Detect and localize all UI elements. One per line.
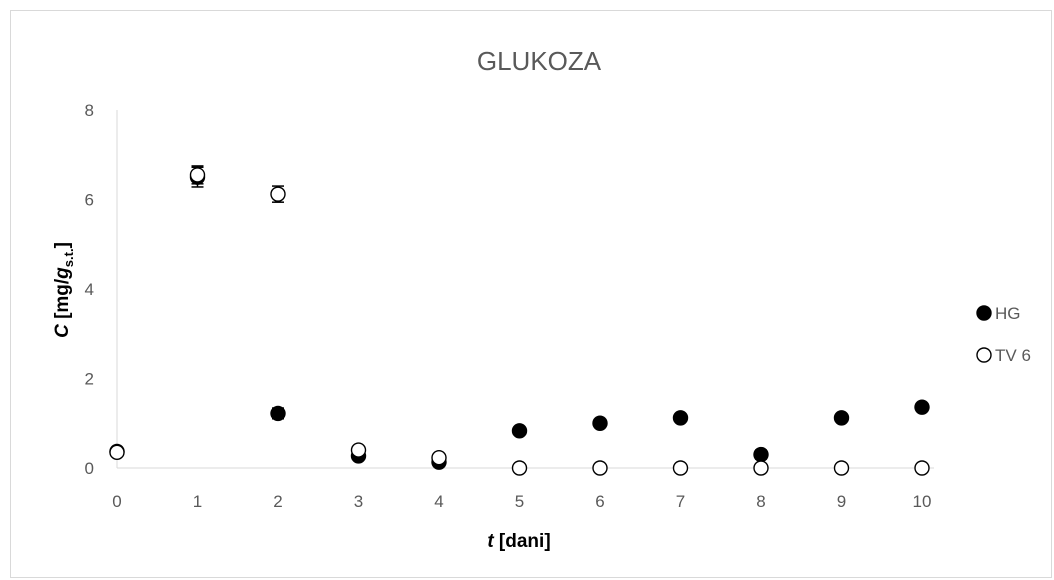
data-point-open — [431, 450, 447, 466]
x-tick-label: 7 — [676, 492, 685, 511]
data-points — [109, 165, 930, 476]
series-1 — [109, 166, 930, 470]
legend: HG TV 6 — [976, 304, 1031, 365]
data-point-filled — [833, 410, 850, 426]
data-point-filled — [753, 446, 769, 463]
x-tick-label: 10 — [913, 492, 932, 511]
x-axis-title-symbol: t — [487, 531, 494, 552]
legend-marker — [976, 305, 992, 321]
x-tick-label: 3 — [354, 492, 363, 511]
data-point-open — [109, 444, 125, 461]
y-axis-title-subscript: s.t. — [61, 248, 76, 267]
y-tick-label: 6 — [85, 191, 94, 210]
data-point-open — [270, 186, 286, 202]
data-point-filled — [270, 405, 286, 422]
legend-label: HG — [995, 304, 1021, 323]
y-axis-title-unit-close: ] — [52, 242, 73, 248]
legend-marker — [976, 347, 992, 363]
y-axis-title-unit-open: [mg/ — [52, 278, 73, 324]
data-point-filled — [914, 399, 930, 415]
legend-item: HG — [976, 304, 1021, 323]
x-tick-label: 6 — [595, 492, 604, 511]
data-point-filled — [592, 415, 608, 431]
data-point-open — [753, 460, 769, 476]
x-tick-label: 9 — [837, 492, 846, 511]
y-tick-label: 4 — [85, 280, 94, 299]
data-point-open — [592, 460, 608, 476]
chart-frame — [10, 10, 1052, 578]
data-point-filled — [511, 423, 528, 439]
data-point-open — [833, 460, 850, 476]
y-tick-labels: 0 2 4 6 8 — [85, 101, 94, 478]
x-tick-label: 8 — [756, 492, 765, 511]
legend-item: TV 6 — [976, 346, 1031, 365]
data-point-open — [350, 442, 367, 458]
y-tick-label: 8 — [85, 101, 94, 120]
y-tick-label: 2 — [85, 370, 94, 389]
x-tick-label: 2 — [273, 492, 282, 511]
svg-text:C [mg/gs.t.]: C [mg/gs.t.] — [52, 242, 76, 338]
x-tick-label: 0 — [112, 492, 121, 511]
data-point-filled — [672, 410, 689, 426]
y-tick-label: 0 — [85, 459, 94, 478]
x-axis-title: t [dani] — [487, 531, 550, 552]
data-point-open — [914, 460, 930, 476]
x-tick-label: 1 — [193, 492, 202, 511]
legend-label: TV 6 — [995, 346, 1031, 365]
x-axis-title-unit: [dani] — [494, 531, 551, 552]
data-point-open — [672, 460, 689, 476]
y-axis-title: C [mg/gs.t.] — [52, 242, 76, 338]
x-tick-labels: 0 1 2 3 4 5 6 7 8 9 10 — [112, 492, 931, 511]
x-tick-label: 5 — [515, 492, 524, 511]
y-axis-title-symbol: C — [52, 324, 73, 338]
x-tick-label: 4 — [434, 492, 443, 511]
y-axis-title-unit-g: g — [52, 267, 73, 280]
data-point-open — [189, 167, 206, 183]
series-2 — [109, 165, 930, 476]
data-point-open — [511, 460, 528, 476]
chart-title: GLUKOZA — [477, 46, 602, 76]
svg-text:t [dani]: t [dani] — [487, 531, 550, 552]
